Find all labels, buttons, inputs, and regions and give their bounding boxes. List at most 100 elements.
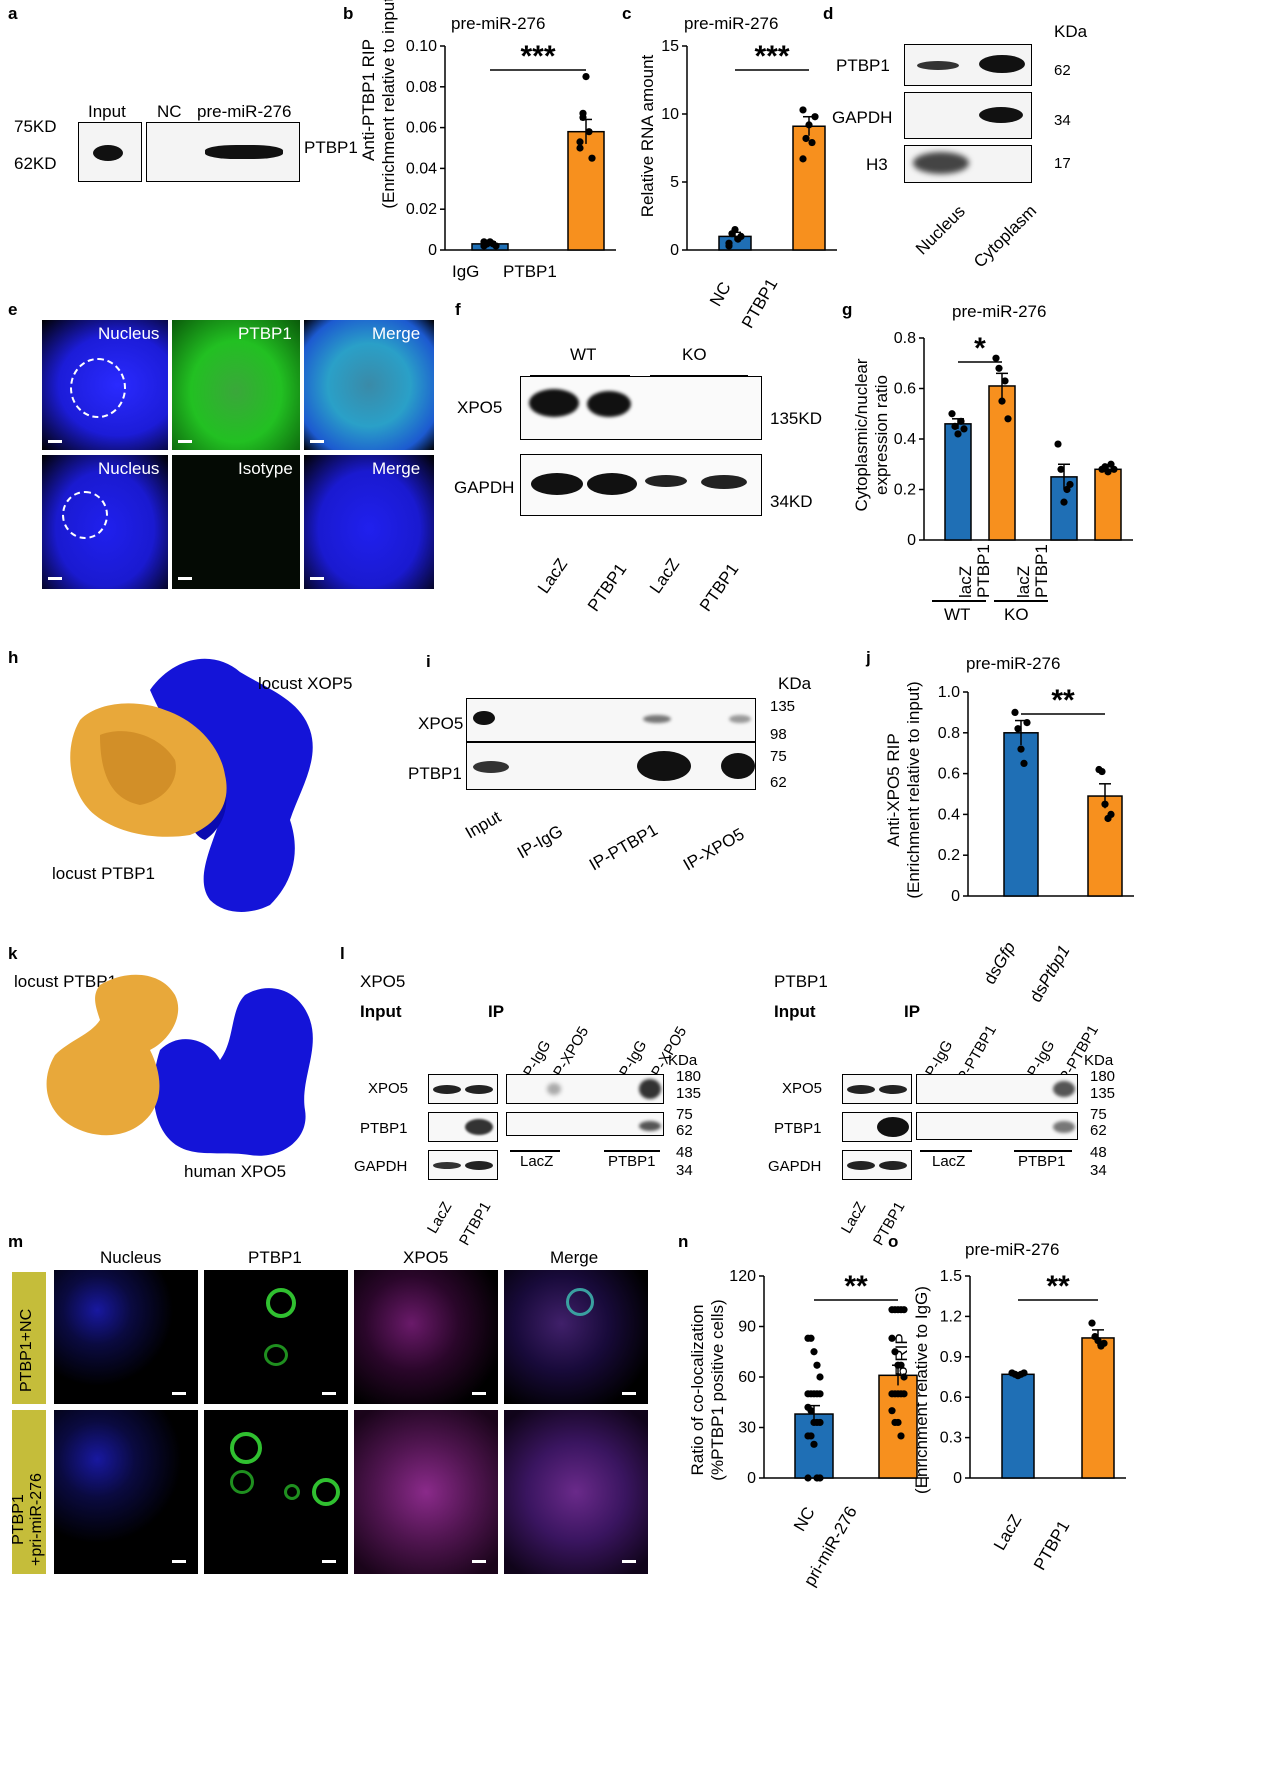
unit-label: KDa — [668, 1052, 698, 1069]
group-label: KO — [682, 345, 707, 364]
data-point — [891, 1348, 899, 1356]
data-point — [1094, 1337, 1102, 1345]
y-tick-label: 5 — [670, 174, 679, 191]
y-tick-label: 90 — [738, 1319, 756, 1336]
chart-title: pre-miR-276 — [952, 302, 1047, 321]
data-point — [805, 121, 813, 129]
ptbp1-structure — [46, 974, 179, 1136]
x-tick-label: IgG — [452, 262, 480, 281]
column-label: PTBP1 — [248, 1248, 302, 1267]
y-tick-label: 0 — [747, 1470, 756, 1487]
panel-label-g: g — [842, 300, 853, 319]
y-tick-label: 0.4 — [938, 806, 960, 823]
group-label: LacZ — [520, 1153, 554, 1170]
y-tick-label: 0.6 — [938, 766, 960, 783]
blot-ptbp1 — [904, 44, 1032, 86]
marker-label: 34 — [1054, 112, 1071, 129]
panel-label-i: i — [426, 652, 431, 671]
data-point — [588, 154, 596, 162]
data-point — [808, 138, 816, 147]
image-isotype-bottom: Isotype — [172, 455, 300, 589]
blot-input-gapdh — [428, 1150, 498, 1180]
row-label: H3 — [866, 155, 888, 174]
marker-label: 75 — [1090, 1106, 1107, 1123]
image-merge-nc — [504, 1270, 648, 1404]
data-point — [960, 425, 968, 433]
data-point — [1057, 465, 1065, 473]
marker-label: 34 — [676, 1162, 693, 1179]
marker-label: 75KD — [14, 117, 57, 136]
blot-ip-xpo5 — [916, 1074, 1078, 1104]
data-point — [813, 1361, 821, 1369]
data-point — [992, 354, 1000, 362]
data-point — [900, 1373, 908, 1381]
row-label: PTBP1 — [774, 1120, 822, 1137]
data-point — [888, 1407, 896, 1415]
structure-label: locust PTBP1 — [14, 972, 117, 991]
data-point — [1054, 440, 1062, 448]
row-label: GAPDH — [354, 1158, 408, 1175]
row-label: GAPDH — [454, 478, 515, 497]
panel-label-j: j — [866, 648, 871, 667]
image-nucleus-top: Nucleus — [42, 320, 168, 450]
blot-ip-ptbp1 — [506, 1112, 664, 1136]
structure-label: locust PTBP1 — [52, 864, 155, 883]
data-point — [1001, 377, 1009, 385]
y-tick-label: 0.9 — [940, 1349, 962, 1366]
blot-ip-xpo5 — [506, 1074, 664, 1104]
data-point — [894, 1418, 902, 1427]
blot-input-xpo5 — [428, 1074, 498, 1104]
blot-input — [78, 122, 142, 182]
chart-title: pre-miR-276 — [684, 14, 779, 33]
significance-stars: ** — [1046, 1270, 1070, 1303]
data-point — [810, 1440, 818, 1448]
marker-label: 48 — [1090, 1144, 1107, 1161]
data-point — [1060, 498, 1068, 506]
data-point — [807, 1334, 815, 1342]
data-point — [998, 397, 1006, 405]
input-header: Input — [360, 1002, 402, 1021]
column-label: Merge — [550, 1248, 599, 1267]
marker-label: 180 — [1090, 1068, 1116, 1085]
marker-label: 75 — [676, 1106, 693, 1123]
y-tick-label: 0.6 — [894, 381, 916, 398]
group-label: WT — [944, 605, 971, 624]
row-label: GAPDH — [768, 1158, 822, 1175]
data-point — [816, 1474, 824, 1482]
image-nucleus-pri — [54, 1410, 198, 1574]
ip-header: IP — [904, 1002, 921, 1021]
marker-label: 34 — [1090, 1162, 1107, 1179]
bar — [988, 385, 1016, 541]
image-ptbp1-pri — [204, 1410, 348, 1574]
blot-input-ptbp1 — [842, 1112, 912, 1142]
unit-label: KDa — [1054, 22, 1088, 41]
data-point — [582, 73, 590, 81]
data-point — [725, 242, 733, 250]
image-ptbp1-top: PTBP1 — [172, 320, 300, 450]
panel-label-e: e — [8, 300, 18, 319]
blot-ptbp1 — [466, 742, 756, 790]
data-point — [804, 1474, 812, 1482]
ip-header: IP — [488, 1002, 505, 1021]
significance-stars: * — [974, 332, 986, 365]
data-point — [492, 242, 500, 250]
unit-label: KDa — [778, 674, 812, 693]
marker-label: 135KD — [770, 409, 822, 428]
row-label: PTBP1 — [836, 56, 890, 75]
panel-label-h: h — [8, 648, 19, 667]
y-tick-label: 0 — [951, 888, 960, 905]
data-point — [799, 155, 807, 163]
y-tick-label: 0.2 — [894, 482, 916, 499]
blot-input-gapdh — [842, 1150, 912, 1180]
data-point — [579, 109, 587, 117]
protein-label: PTBP1 — [304, 138, 358, 157]
section-title: PTBP1 — [774, 972, 828, 991]
y-tick-label: 120 — [729, 1268, 756, 1285]
marker-label: 62 — [1090, 1122, 1107, 1139]
group-label: KO — [1004, 605, 1029, 624]
y-tick-label: 60 — [738, 1369, 756, 1386]
row-label: XPO5 — [457, 398, 503, 417]
y-tick-label: 0.10 — [406, 38, 437, 55]
